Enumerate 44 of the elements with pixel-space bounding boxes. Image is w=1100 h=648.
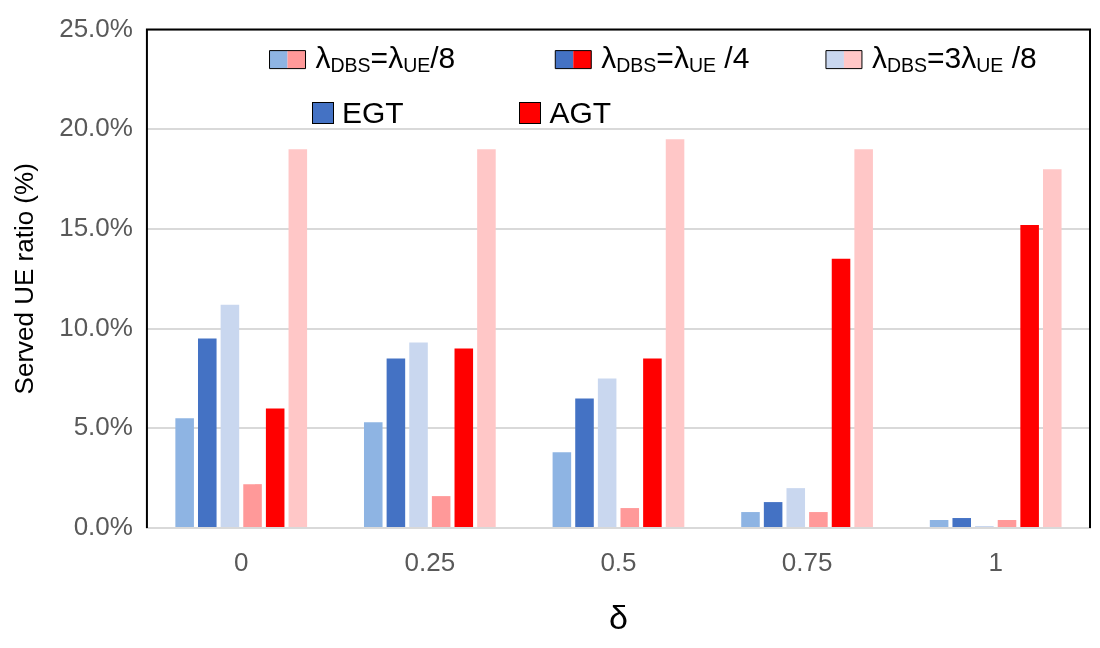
annotation: EGT bbox=[341, 95, 404, 130]
x-tick-label: 0.25 bbox=[404, 546, 456, 577]
bar bbox=[198, 338, 217, 527]
bar bbox=[620, 508, 640, 527]
bar bbox=[643, 358, 662, 527]
bar bbox=[175, 418, 194, 527]
bar bbox=[477, 149, 496, 527]
y-axis-title: Served UE ratio (%) bbox=[8, 163, 39, 395]
bar bbox=[854, 149, 873, 527]
x-tick-label: 0.5 bbox=[600, 546, 637, 577]
y-tick-label: 10.0% bbox=[59, 311, 133, 342]
x-tick-label: 0.75 bbox=[781, 546, 833, 577]
bar bbox=[741, 512, 760, 527]
bar bbox=[431, 496, 451, 527]
bar bbox=[386, 358, 406, 527]
x-axis-title: δ bbox=[608, 597, 628, 636]
bar bbox=[1043, 169, 1062, 527]
bar bbox=[786, 488, 806, 527]
bar bbox=[363, 422, 383, 527]
bar bbox=[597, 378, 617, 527]
bar bbox=[952, 518, 972, 527]
bar bbox=[288, 149, 308, 527]
bar bbox=[809, 512, 828, 527]
y-tick-label: 5.0% bbox=[73, 411, 133, 442]
bar bbox=[929, 520, 949, 527]
bar bbox=[265, 408, 285, 527]
bar bbox=[831, 258, 851, 527]
bar bbox=[552, 452, 572, 527]
bar bbox=[665, 139, 685, 527]
bar bbox=[454, 348, 474, 527]
y-tick-label: 15.0% bbox=[59, 212, 133, 243]
bar bbox=[243, 484, 262, 527]
y-tick-label: 25.0% bbox=[59, 12, 133, 43]
y-tick-label: 0.0% bbox=[73, 511, 133, 542]
bar bbox=[575, 398, 594, 527]
x-tick-label: 0 bbox=[234, 546, 249, 577]
bar bbox=[997, 520, 1017, 527]
bar bbox=[409, 342, 428, 527]
annotation: AGT bbox=[549, 95, 612, 130]
y-tick-label: 20.0% bbox=[59, 112, 133, 143]
bar bbox=[763, 502, 783, 527]
x-tick-label: 1 bbox=[988, 546, 1003, 577]
bar bbox=[1020, 224, 1039, 527]
bar bbox=[220, 304, 240, 527]
